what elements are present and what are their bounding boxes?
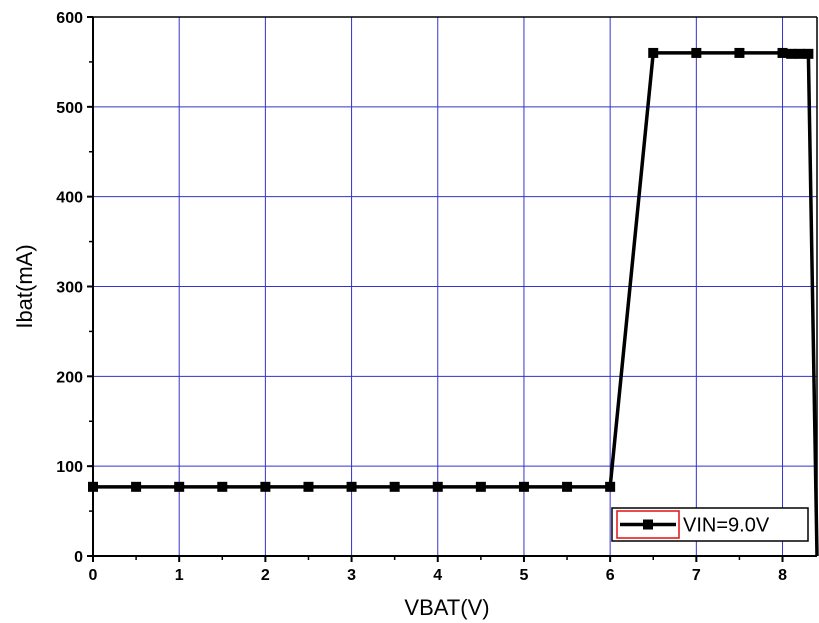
grid <box>93 17 817 556</box>
y-tick-label: 400 <box>56 190 83 207</box>
x-tick-label: 4 <box>433 567 442 584</box>
data-point <box>734 47 745 58</box>
data-point <box>260 481 271 492</box>
data-point <box>691 47 702 58</box>
data-point <box>174 481 185 492</box>
y-axis: 0 100 200 300 400 500 600 <box>56 10 93 566</box>
y-tick-label: 300 <box>56 280 83 297</box>
data-point <box>346 481 357 492</box>
y-axis-label: Ibat(mA) <box>12 244 37 328</box>
data-point <box>475 481 486 492</box>
x-tick-label: 1 <box>175 567 184 584</box>
data-point <box>131 481 142 492</box>
x-tick-label: 8 <box>778 567 787 584</box>
data-point <box>803 48 814 59</box>
legend-selection-box <box>616 510 680 539</box>
x-axis: 0 1 2 3 4 5 6 7 8 <box>89 556 787 584</box>
x-tick-label: 2 <box>261 567 270 584</box>
y-tick-label: 100 <box>56 459 83 476</box>
data-point <box>777 47 788 58</box>
series-group <box>88 47 819 557</box>
data-point <box>389 481 400 492</box>
x-axis-label: VBAT(V) <box>404 595 489 620</box>
y-tick-label: 0 <box>74 549 83 566</box>
data-point <box>217 481 228 492</box>
data-point <box>432 481 443 492</box>
legend-entry: VIN=9.0V <box>683 515 770 537</box>
legend: VIN=9.0V <box>611 507 809 542</box>
data-point <box>794 48 805 59</box>
data-point <box>303 481 314 492</box>
legend-marker <box>643 519 653 530</box>
x-tick-label: 0 <box>89 567 98 584</box>
y-tick-label: 600 <box>56 10 83 27</box>
data-point <box>786 48 797 59</box>
data-point <box>562 481 573 492</box>
data-point <box>648 47 659 58</box>
y-tick-label: 200 <box>56 369 83 386</box>
y-tick-label: 500 <box>56 100 83 117</box>
data-point <box>518 481 529 492</box>
x-tick-label: 6 <box>606 567 615 584</box>
series-line <box>93 51 819 557</box>
x-tick-label: 3 <box>347 567 356 584</box>
x-tick-label: 7 <box>692 567 701 584</box>
x-tick-label: 5 <box>519 567 528 584</box>
data-point <box>605 481 616 492</box>
